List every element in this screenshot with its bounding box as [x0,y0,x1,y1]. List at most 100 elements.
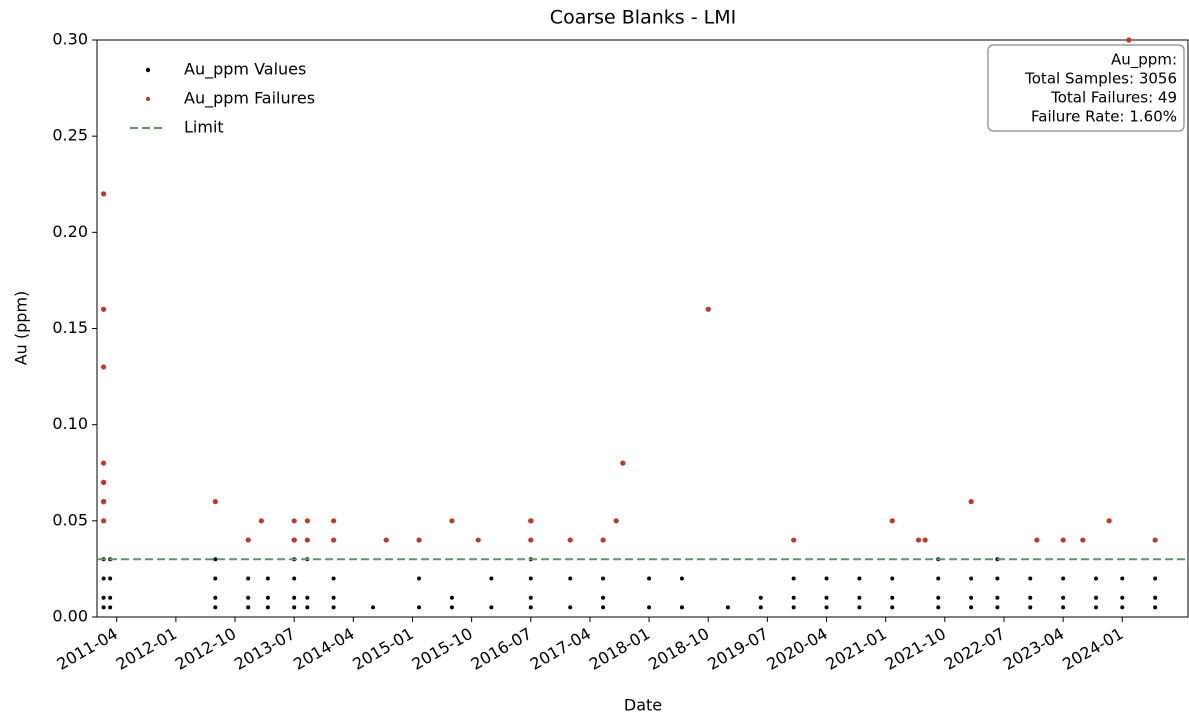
point [292,605,297,610]
point [245,537,251,543]
y-axis-label: Au (ppm) [12,291,31,366]
legend-marker [145,96,151,102]
info-text: Total Samples: 3056 [1024,70,1177,88]
x-tick-label: 2021-01 [823,624,890,674]
point [1153,605,1158,610]
point [331,595,336,600]
point [305,605,310,610]
point [969,595,974,600]
point [890,605,895,610]
point [528,595,533,600]
y-tick-label: 0.30 [52,30,88,49]
point [383,537,389,543]
point [528,537,534,543]
x-tick-label: 2012-10 [172,624,239,674]
point [968,499,974,505]
legend-label: Au_ppm Values [184,60,306,80]
point [791,576,796,581]
point [568,576,573,581]
point [265,576,270,581]
point [936,595,941,600]
point [857,605,862,610]
x-axis-label: Date [624,696,662,715]
point [331,605,336,610]
point [613,518,619,524]
point [1120,595,1125,600]
point [449,518,455,524]
point [601,595,606,600]
point [1120,605,1125,610]
x-tick-label: 2022-07 [941,624,1008,674]
legend-label: Au_ppm Failures [184,89,315,109]
point [265,605,270,610]
y-tick-label: 0.20 [52,222,88,241]
point [489,576,494,581]
point [101,595,106,600]
info-text: Au_ppm: [1111,51,1177,70]
point [213,605,218,610]
point [1028,605,1033,610]
point [265,595,270,600]
point [1153,576,1158,581]
x-tick-label: 2023-04 [1000,624,1067,674]
x-tick-label: 2015-10 [408,624,475,674]
x-tick-label: 2013-07 [231,624,298,674]
x-tick-label: 2018-01 [586,624,653,674]
point [1028,576,1033,581]
point [291,537,297,543]
point [292,576,297,581]
point [305,595,310,600]
info-text: Failure Rate: 1.60% [1031,108,1177,126]
point [489,605,494,610]
point [1093,576,1098,581]
point [416,537,422,543]
point [1080,537,1086,543]
x-tick-label: 2016-07 [468,624,535,674]
point [969,605,974,610]
point [1093,605,1098,610]
point [758,595,763,600]
point [528,605,533,610]
point [620,460,626,466]
x-tick-label: 2024-01 [1059,624,1126,674]
point [212,499,218,505]
point [291,518,297,524]
point [304,537,310,543]
point [995,576,1000,581]
point [331,576,336,581]
point [791,605,796,610]
point [528,576,533,581]
point [213,576,218,581]
point [417,576,422,581]
point [100,364,107,370]
point [857,595,862,600]
x-tick-label: 2020-04 [763,624,830,674]
point [568,605,573,610]
y-tick-label: 0.25 [52,126,88,145]
point [101,576,106,581]
point [922,537,928,543]
point [824,605,829,610]
point [824,595,829,600]
point [1061,576,1066,581]
point [647,576,652,581]
point [331,518,337,524]
point [915,537,922,543]
point [1126,37,1132,43]
point [890,595,895,600]
point [100,191,107,197]
point [1034,537,1040,543]
point [108,595,113,600]
x-tick-label: 2019-07 [704,624,771,674]
point [679,605,684,610]
point [969,576,974,581]
point [601,605,606,610]
point [1028,595,1033,600]
x-tick-label: 2015-01 [349,624,416,674]
point [371,605,376,610]
point [475,537,481,543]
point [936,576,941,581]
info-box [987,44,1185,132]
y-tick-label: 0.15 [52,318,88,337]
